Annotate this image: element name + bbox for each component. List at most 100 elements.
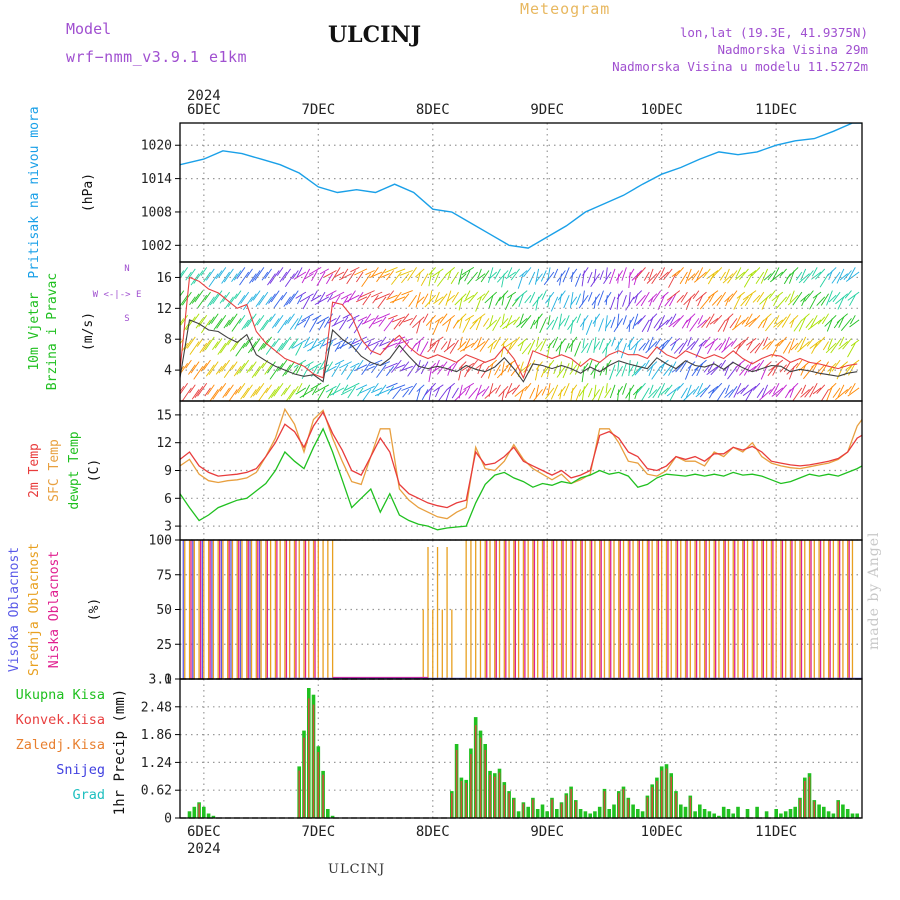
wind-vector	[265, 384, 272, 394]
wind-vector	[690, 338, 700, 351]
wind-vector	[605, 363, 608, 376]
wind-vector	[775, 384, 787, 398]
y-tick-label: 50	[156, 603, 172, 618]
y-tick-label: 3	[164, 520, 172, 535]
wind-vector	[794, 339, 803, 351]
precip-convective-bar	[322, 774, 324, 818]
wind-vector	[574, 361, 582, 375]
wind-vector	[476, 389, 486, 396]
wind-vector	[679, 271, 688, 285]
wind-vector	[743, 273, 753, 288]
wind-vector	[706, 313, 715, 328]
wind-vector	[539, 318, 547, 334]
wind-vector	[433, 339, 440, 353]
wind-vector	[550, 384, 559, 400]
wind-vector	[643, 271, 650, 281]
wind-vector	[536, 336, 540, 347]
wind-vector	[391, 316, 406, 323]
wind-vector	[279, 271, 288, 283]
wind-vector	[202, 339, 211, 352]
wind-vector	[464, 366, 471, 378]
wind-vector	[284, 316, 291, 326]
wind-vector	[287, 313, 295, 324]
wind-vector	[710, 267, 723, 280]
wind-vector	[469, 319, 478, 330]
wind-vector	[722, 273, 734, 284]
wind-vector	[516, 318, 528, 328]
wind-vector	[297, 382, 303, 393]
wind-vector	[507, 291, 517, 299]
wind-vector	[532, 389, 543, 401]
wind-vector	[180, 313, 181, 315]
wind-vector	[354, 339, 364, 352]
wind-vector	[578, 382, 589, 397]
wind-vector	[458, 364, 463, 381]
wind-vector	[276, 267, 284, 276]
wind-vector	[541, 290, 547, 300]
bottom-year-label: 2024	[187, 841, 221, 857]
wind-vector	[329, 387, 345, 396]
wind-vector	[634, 362, 646, 376]
precip-total-bar	[636, 809, 640, 818]
wind-vector	[840, 318, 852, 331]
wind-vector	[472, 313, 486, 324]
wind-vector	[735, 359, 745, 369]
top-day-label: 10DEC	[641, 102, 683, 118]
wind-vector	[361, 317, 375, 325]
wind-vector	[250, 293, 257, 303]
wind-vector	[551, 316, 559, 330]
wind-vector	[628, 271, 631, 289]
legend-freezing-rain: Zaledj.Kisa	[15, 737, 105, 753]
wind-vector	[399, 365, 413, 372]
wind-vector	[212, 386, 223, 400]
wind-vector	[372, 319, 383, 325]
wind-vector	[847, 342, 856, 358]
wind-vector	[363, 313, 372, 324]
wind-vector	[318, 319, 326, 331]
wind-vector	[849, 319, 860, 328]
wind-vector	[760, 313, 772, 324]
y-axis-label: Visoka Oblacnost	[7, 547, 22, 672]
wind-vector	[183, 319, 192, 332]
wind-vector	[683, 389, 696, 401]
wind-vector	[239, 271, 250, 286]
wind-vector	[393, 319, 402, 330]
dewpoint-line	[180, 427, 862, 531]
wind-vector	[458, 273, 467, 282]
wind-vector	[784, 293, 791, 303]
wind-vector	[744, 318, 757, 327]
wind-vector	[292, 339, 307, 349]
wind-vector	[708, 389, 715, 399]
wind-vector	[302, 296, 311, 310]
precip-convective-bar	[503, 785, 506, 818]
wind-vector	[609, 296, 616, 311]
wind-vector	[535, 273, 543, 282]
wind-vector	[552, 336, 559, 349]
top-day-label: 6DEC	[187, 102, 221, 118]
wind-vector	[570, 384, 578, 394]
precip-total-bar	[841, 804, 845, 818]
wind-vector	[755, 271, 765, 284]
wind-vector	[438, 389, 448, 401]
wind-vector	[721, 341, 734, 353]
bottom-day-label: 7DEC	[301, 824, 335, 840]
wind-vector	[401, 273, 410, 284]
wind-vector	[401, 290, 413, 296]
wind-vector	[635, 294, 646, 306]
wind-vector	[728, 386, 738, 398]
wind-vector	[390, 384, 406, 392]
wind-vector	[226, 316, 234, 327]
wind-vector	[304, 361, 314, 368]
precip-total-bar	[850, 813, 855, 818]
precip-total-bar	[736, 806, 740, 818]
precip-total-bar	[631, 804, 635, 818]
wind-vector	[340, 388, 352, 396]
wind-vector	[437, 273, 448, 287]
precip-total-bar	[788, 809, 793, 818]
precip-convective-bar	[813, 801, 816, 818]
precip-total-bar	[721, 806, 726, 818]
wind-vector	[233, 366, 242, 377]
panel-frame	[179, 261, 863, 402]
wind-vector	[470, 339, 478, 348]
precip-total-bar	[187, 811, 192, 818]
